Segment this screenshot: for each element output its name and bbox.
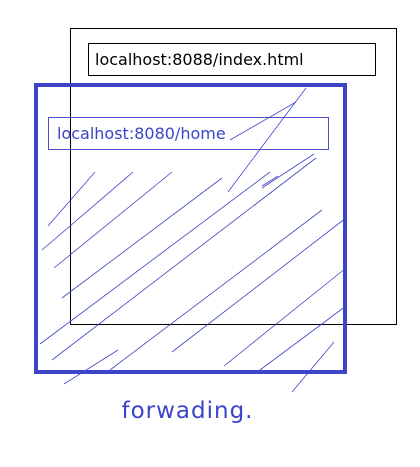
target-url-bar: localhost:8088/index.html [88,43,376,76]
source-url-bar: localhost:8080/home [48,117,329,150]
forwarding-caption: forwading. [121,398,254,424]
